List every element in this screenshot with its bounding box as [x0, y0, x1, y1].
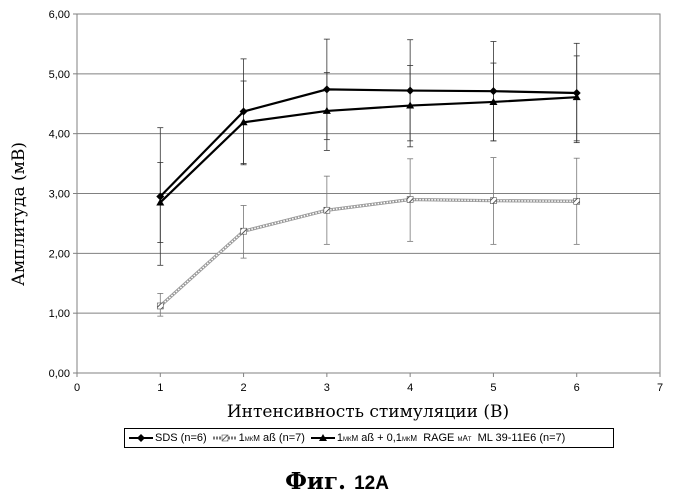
caption-number: 12A: [354, 473, 389, 494]
x-tick-label: 5: [490, 382, 496, 394]
series-line-1: [160, 199, 576, 306]
y-axis-label: Амплитуда (мВ): [9, 142, 29, 286]
data-point-hatched: [157, 303, 163, 309]
x-axis-label: Интенсивность стимуляции (В): [227, 402, 509, 422]
legend-item-abeta-rage: 1мкМ aß + 0,1мкМ RAGE мАт ML 39-11E6 (n=…: [311, 432, 565, 444]
legend-label-abeta: 1мкМ aß (n=7): [239, 432, 305, 444]
gridlines: [77, 14, 660, 313]
caption-word: Фиг.: [285, 468, 346, 495]
x-tick-label: 4: [407, 382, 413, 394]
y-tick-label: 2,00: [49, 248, 70, 260]
y-tick-label: 4,00: [49, 129, 70, 141]
y-axis-ticks: 0,00 1,00 2,00 3,00 4,00 5,00 6,00: [49, 9, 77, 380]
legend: SDS (n=6) 1мкМ aß (n=7) 1мкМ aß + 0,1мкМ…: [124, 428, 614, 448]
data-point-hatched: [241, 228, 247, 234]
series-line-2: [160, 97, 576, 202]
y-tick-label: 6,00: [49, 9, 70, 21]
x-axis-ticks: 0 1 2 3 4 5 6 7: [74, 373, 663, 394]
x-tick-label: 1: [157, 382, 163, 394]
data-point-hatched: [407, 196, 413, 202]
legend-swatch-triangle: [311, 432, 335, 444]
legend-swatch-hatched: [213, 432, 237, 444]
legend-item-sds: SDS (n=6): [129, 432, 207, 444]
y-tick-label: 0,00: [49, 368, 70, 380]
data-point-diamond: [489, 87, 497, 95]
y-tick-label: 1,00: [49, 308, 70, 320]
series-lines: [160, 89, 576, 306]
x-tick-label: 6: [574, 382, 580, 394]
legend-item-abeta: 1мкМ aß (n=7): [213, 432, 305, 444]
data-point-hatched: [490, 198, 496, 204]
y-tick-label: 5,00: [49, 69, 70, 81]
series-line-hatch-1: [160, 199, 576, 306]
x-tick-label: 2: [241, 382, 247, 394]
figure-caption: Фиг. 12A: [0, 468, 674, 495]
error-bars: [157, 39, 579, 316]
legend-label-abeta-rage: 1мкМ aß + 0,1мкМ RAGE мАт ML 39-11E6 (n=…: [337, 432, 565, 444]
legend-label-sds: SDS (n=6): [155, 432, 207, 444]
legend-swatch-diamond: [129, 432, 153, 444]
data-point-hatched: [574, 198, 580, 204]
data-point-diamond: [406, 87, 414, 95]
series-markers: [156, 85, 580, 309]
x-tick-label: 3: [324, 382, 330, 394]
data-point-diamond: [323, 85, 331, 93]
x-tick-label: 7: [657, 382, 663, 394]
data-point-hatched: [324, 207, 330, 213]
y-tick-label: 3,00: [49, 189, 70, 201]
x-tick-label: 0: [74, 382, 80, 394]
